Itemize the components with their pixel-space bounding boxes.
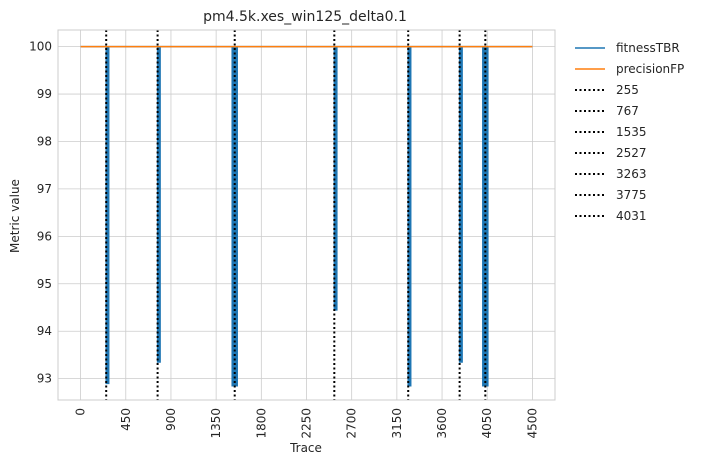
fitnessTBR-dip: [408, 46, 411, 386]
y-tick-label: 96: [37, 229, 52, 243]
x-axis-ticks: 0 450 900 1350 1800 2250 2700 3150 3600 4050 4500: [74, 408, 540, 439]
y-tick-label: 94: [37, 324, 52, 338]
plot-area: [80, 30, 533, 400]
legend-label: 3263: [616, 167, 647, 181]
grid: [58, 30, 555, 400]
x-tick-label: 4050: [480, 408, 494, 439]
legend-label: precisionFP: [616, 62, 684, 76]
legend-label: 1535: [616, 125, 647, 139]
x-tick-label: 3150: [390, 408, 404, 439]
fitnessTBR-dip: [459, 46, 463, 363]
y-tick-label: 99: [37, 87, 52, 101]
x-tick-label: 2700: [345, 408, 359, 439]
y-tick-label: 100: [29, 40, 52, 54]
chart-title: pm4.5k.xes_win125_delta0.1: [203, 9, 407, 25]
x-tick-label: 1350: [209, 408, 223, 439]
plot-frame: [57, 29, 556, 401]
fitnessTBR-dip: [334, 46, 337, 310]
y-axis-ticks: 93 94 95 96 97 98 99 100: [29, 40, 52, 386]
legend-label: 767: [616, 104, 639, 118]
x-tick-label: 450: [119, 408, 133, 431]
y-tick-label: 98: [37, 134, 52, 148]
x-tick-label: 900: [164, 408, 178, 431]
x-axis-label: Trace: [289, 441, 322, 455]
fitnessTBR-dip: [157, 46, 161, 363]
legend-label: 4031: [616, 209, 647, 223]
legend-label: 3775: [616, 188, 647, 202]
legend-label: 2527: [616, 146, 647, 160]
legend: fitnessTBR precisionFP 255 767 1535 2527 3263 3…: [575, 41, 684, 223]
x-tick-label: 3600: [435, 408, 449, 439]
y-tick-label: 93: [37, 372, 52, 386]
legend-label: fitnessTBR: [616, 41, 680, 55]
y-axis-label: Metric value: [8, 179, 22, 253]
x-tick-label: 4500: [525, 408, 539, 439]
x-tick-label: 2250: [300, 408, 314, 439]
x-tick-label: 1800: [254, 408, 268, 439]
fitnessTBR-dip: [106, 46, 109, 384]
y-tick-label: 95: [37, 277, 52, 291]
x-tick-label: 0: [74, 408, 88, 416]
legend-label: 255: [616, 83, 639, 97]
y-tick-label: 97: [37, 182, 52, 196]
